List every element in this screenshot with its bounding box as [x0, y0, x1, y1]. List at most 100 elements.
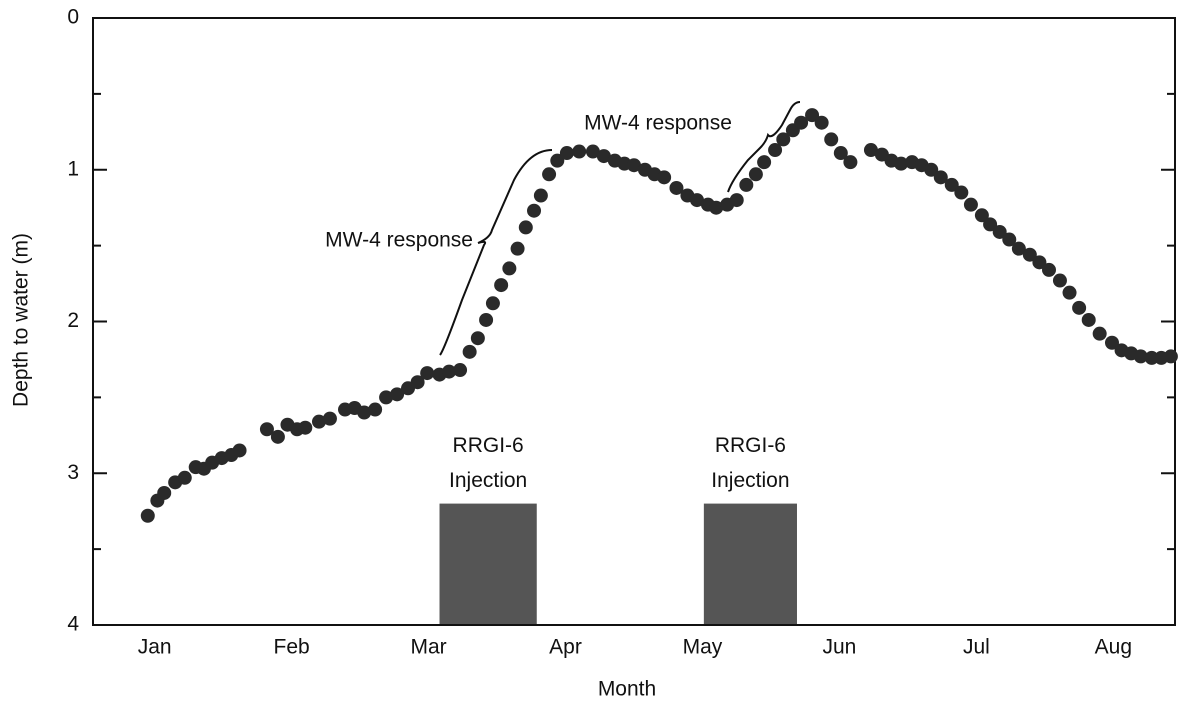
data-point — [379, 390, 394, 405]
data-point — [824, 132, 839, 147]
data-point — [410, 375, 425, 390]
data-point — [462, 344, 477, 359]
data-point — [527, 203, 542, 218]
data-point — [963, 197, 978, 212]
data-point — [805, 108, 820, 123]
data-point — [1081, 312, 1096, 327]
data-point — [494, 278, 509, 293]
y-tick-label: 3 — [67, 461, 79, 484]
annotation: MW-4 response — [584, 112, 732, 135]
x-tick-label: May — [683, 636, 723, 659]
data-point — [550, 153, 565, 168]
data-point — [1041, 262, 1056, 277]
data-point — [533, 188, 548, 203]
data-point — [232, 443, 247, 458]
data-point — [585, 144, 600, 159]
plot-frame — [92, 17, 1176, 626]
data-point — [442, 364, 457, 379]
data-point — [368, 402, 383, 417]
data-point — [140, 508, 155, 523]
data-point — [1022, 247, 1037, 262]
x-tick-label: Jan — [138, 636, 172, 659]
data-point — [322, 411, 337, 426]
y-tick-label: 0 — [67, 6, 79, 29]
data-point — [748, 167, 763, 182]
data-point — [259, 422, 274, 437]
x-tick-label: Jun — [823, 636, 857, 659]
bracket — [727, 101, 801, 193]
injection-label: RRGI-6 — [453, 434, 524, 457]
data-point — [157, 485, 172, 500]
bracket — [439, 149, 553, 356]
data-point — [1032, 255, 1047, 270]
data-point — [420, 366, 435, 381]
y-tick-label: 1 — [67, 157, 79, 180]
y-tick-label: 2 — [67, 309, 79, 332]
data-point — [843, 155, 858, 170]
data-point — [933, 170, 948, 185]
data-point — [1011, 241, 1026, 256]
data-point — [1104, 335, 1119, 350]
data-point — [390, 387, 405, 402]
data-point — [709, 200, 724, 215]
data-point — [924, 162, 939, 177]
annotation: MW-4 response — [325, 229, 473, 252]
data-point — [470, 331, 485, 346]
x-tick-label: Aug — [1095, 636, 1132, 659]
x-tick-label: Apr — [549, 636, 582, 659]
data-point — [1062, 285, 1077, 300]
data-point — [1072, 300, 1087, 315]
injection-label: Injection — [449, 469, 527, 492]
injection-block — [439, 503, 537, 625]
data-point — [1002, 232, 1017, 247]
data-point — [572, 144, 587, 159]
x-axis-label: Month — [598, 678, 656, 701]
data-point — [502, 261, 517, 276]
data-point — [863, 143, 878, 158]
data-point — [596, 149, 611, 164]
data-point — [559, 146, 574, 161]
x-tick-label: Feb — [274, 636, 310, 659]
data-point — [1163, 349, 1178, 364]
data-point — [627, 158, 641, 173]
injection-label: RRGI-6 — [715, 434, 786, 457]
data-point — [311, 414, 326, 429]
data-point — [992, 224, 1007, 239]
data-point — [1052, 273, 1067, 288]
data-point — [954, 185, 969, 200]
data-point — [657, 170, 672, 185]
data-point — [669, 180, 684, 195]
data-point — [510, 241, 525, 256]
data-point — [983, 217, 998, 232]
injection-label: Injection — [711, 469, 789, 492]
data-point — [1092, 326, 1107, 341]
data-point — [542, 167, 557, 182]
data-point — [729, 193, 744, 208]
data-point — [833, 146, 848, 161]
y-axis-label: Depth to water (m) — [10, 233, 33, 407]
data-point — [894, 156, 909, 171]
data-point — [1133, 349, 1148, 364]
y-tick-label: 4 — [67, 613, 79, 636]
x-tick-label: Mar — [410, 636, 446, 659]
data-point — [739, 177, 754, 192]
x-tick-label: Jul — [963, 636, 990, 659]
data-point — [814, 115, 829, 130]
data-point — [794, 115, 809, 130]
data-point — [485, 296, 500, 311]
data-point — [768, 143, 783, 158]
data-point — [479, 312, 494, 327]
data-point — [974, 208, 989, 223]
injection-block — [703, 503, 797, 625]
data-point — [270, 429, 285, 444]
data-point — [453, 363, 468, 378]
data-point — [776, 132, 791, 147]
data-point — [1144, 350, 1159, 365]
data-point — [757, 155, 772, 170]
data-point — [357, 405, 372, 420]
data-point — [690, 193, 705, 208]
data-point — [518, 220, 533, 235]
data-point — [177, 470, 192, 485]
data-point — [944, 177, 959, 192]
